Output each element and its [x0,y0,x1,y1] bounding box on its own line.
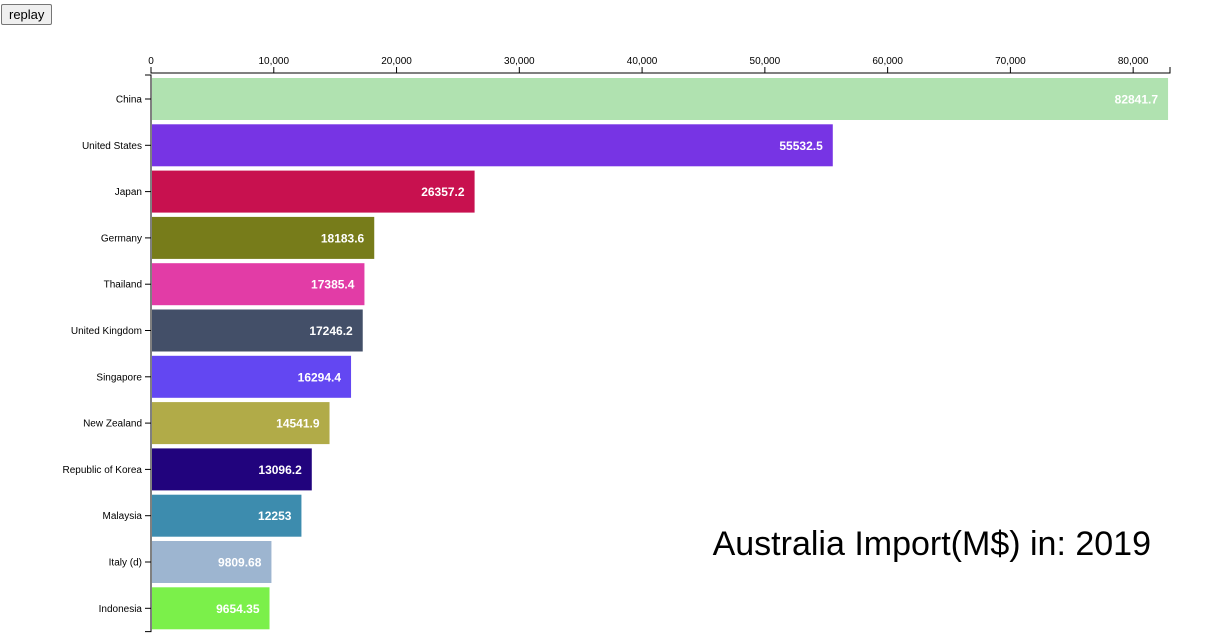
chart-title: Australia Import(M$) in: 2019 [713,525,1151,563]
x-tick-label: 10,000 [258,56,289,67]
bar [152,355,352,398]
bar [152,309,363,352]
bars: 82841.7 55532.5 26357.2 18183.6 17385.4 17246… [152,78,1169,630]
bar [152,494,302,537]
bar [152,587,270,630]
bar-value-label: 9809.68 [218,556,262,570]
y-tick-label: New Zealand [83,419,142,430]
x-tick-label: 70,000 [995,56,1026,67]
bar-value-label: 14541.9 [276,417,320,431]
bar-value-label: 26357.2 [421,185,465,199]
bar [152,402,330,445]
bar [152,216,375,259]
y-tick-label: Indonesia [99,604,143,615]
x-tick-label: 30,000 [504,56,535,67]
bar-value-label: 17246.2 [309,324,353,338]
x-tick-label: 0 [148,56,154,67]
y-tick-label: Italy (d) [109,558,142,569]
bar-value-label: 18183.6 [321,231,365,245]
bar [152,263,365,306]
y-tick-label: Republic of Korea [63,465,143,476]
bar-value-label: 17385.4 [311,278,355,292]
x-tick-label: 60,000 [872,56,903,67]
replay-button[interactable]: replay [1,4,53,25]
bar [152,541,272,583]
y-tick-label: Germany [101,233,142,244]
y-tick-label: United States [82,141,142,152]
bar-value-label: 9654.35 [216,602,260,616]
x-tick-label: 20,000 [381,56,412,67]
bar-value-label: 12253 [258,509,292,523]
y-tick-label: United Kingdom [71,326,142,337]
y-tick-label: Malaysia [103,511,143,522]
bar [152,124,833,167]
bar-value-label: 82841.7 [1115,93,1159,107]
bar-value-label: 16294.4 [298,370,342,384]
y-tick-label: Singapore [96,372,142,383]
y-axis-line [145,74,152,633]
x-tick-label: 80,000 [1118,56,1149,67]
y-tick-label: Thailand [104,280,142,291]
bar-value-label: 55532.5 [779,139,823,153]
y-axis: China United States Japan Germany Thailand Un… [63,74,152,633]
x-tick-label: 50,000 [750,56,781,67]
x-tick-label: 40,000 [627,56,658,67]
y-tick-label: China [116,95,143,106]
bar [152,448,312,491]
bar [152,170,475,213]
bar [152,78,1169,120]
x-axis: 0 10,000 20,000 30,000 40,000 50,000 60,000 70,… [148,56,1171,74]
x-axis-line [150,67,1171,74]
bar-value-label: 13096.2 [258,463,302,477]
y-tick-label: Japan [115,187,142,198]
